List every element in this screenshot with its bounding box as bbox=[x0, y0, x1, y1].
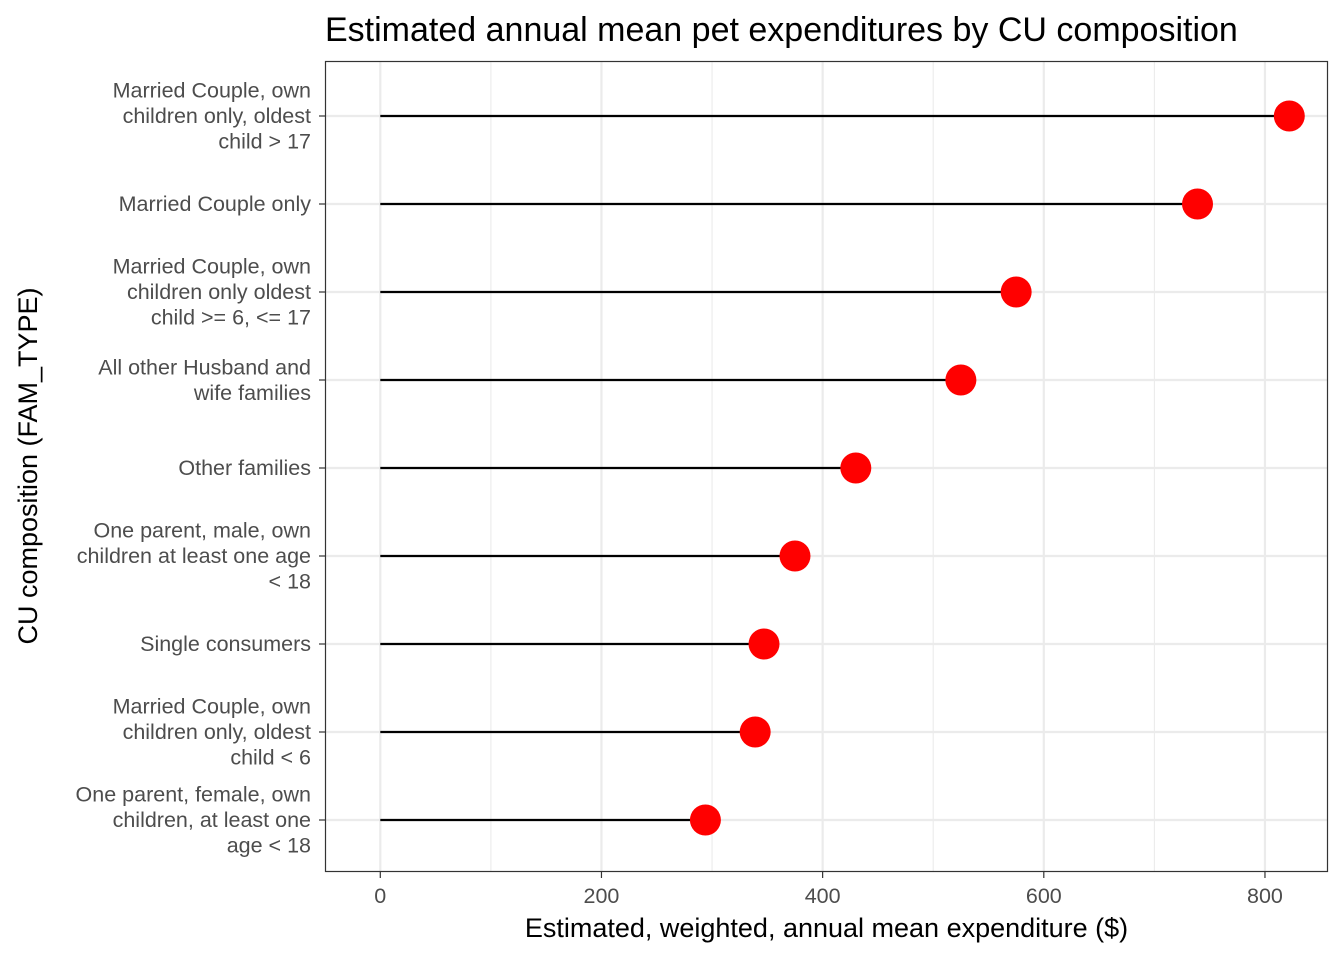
chart-title: Estimated annual mean pet expenditures b… bbox=[325, 11, 1238, 49]
y-tick-label: child >= 6, <= 17 bbox=[151, 306, 311, 330]
lollipop-point bbox=[739, 716, 771, 748]
lollipop-point bbox=[840, 452, 872, 484]
y-tick-label: Single consumers bbox=[140, 632, 311, 656]
y-tick-label: age < 18 bbox=[227, 834, 311, 858]
y-tick-label: One parent, male, own bbox=[93, 519, 311, 543]
segments bbox=[380, 114, 1290, 822]
x-tick-label: 400 bbox=[805, 884, 841, 908]
panel-border bbox=[324, 60, 1329, 873]
y-tick-label: Married Couple, own bbox=[113, 79, 311, 103]
y-tick-label: children, at least one bbox=[113, 808, 311, 832]
y-tick-label: wife families bbox=[193, 381, 311, 405]
y-tick-label: Other families bbox=[178, 456, 311, 480]
y-tick-label: One parent, female, own bbox=[76, 783, 311, 807]
y-tick-label: Married Couple, own bbox=[113, 255, 311, 279]
x-axis: 0 200 400 600 800 bbox=[374, 872, 1283, 908]
y-tick-label: children at least one age bbox=[77, 544, 311, 568]
y-tick-label: children only oldest bbox=[127, 280, 311, 304]
lollipop-point bbox=[1273, 100, 1305, 132]
y-tick-label: Married Couple, own bbox=[113, 695, 311, 719]
y-tick-label: children only, oldest bbox=[123, 720, 311, 744]
y-tick-label: children only, oldest bbox=[123, 104, 311, 128]
y-tick-label: child > 17 bbox=[218, 130, 311, 154]
x-tick-label: 600 bbox=[1026, 884, 1062, 908]
lollipop-point bbox=[1000, 276, 1032, 308]
lollipop-point bbox=[748, 628, 780, 660]
points bbox=[689, 100, 1305, 836]
lollipop-point bbox=[779, 540, 811, 572]
y-tick-label: < 18 bbox=[269, 570, 311, 594]
x-tick-label: 0 bbox=[374, 884, 386, 908]
y-tick-label: All other Husband and bbox=[98, 355, 311, 379]
y-tick-label: child < 6 bbox=[230, 746, 311, 770]
lollipop-point bbox=[1182, 188, 1214, 220]
x-tick-label: 200 bbox=[584, 884, 620, 908]
y-tick-label: Married Couple only bbox=[119, 192, 312, 216]
x-axis-title: Estimated, weighted, annual mean expendi… bbox=[525, 913, 1128, 943]
y-axis-title: CU composition (FAM_TYPE) bbox=[13, 287, 43, 644]
grid bbox=[325, 61, 1328, 872]
x-tick-label: 800 bbox=[1247, 884, 1283, 908]
lollipop-point bbox=[945, 364, 977, 396]
lollipop-point bbox=[689, 804, 721, 836]
